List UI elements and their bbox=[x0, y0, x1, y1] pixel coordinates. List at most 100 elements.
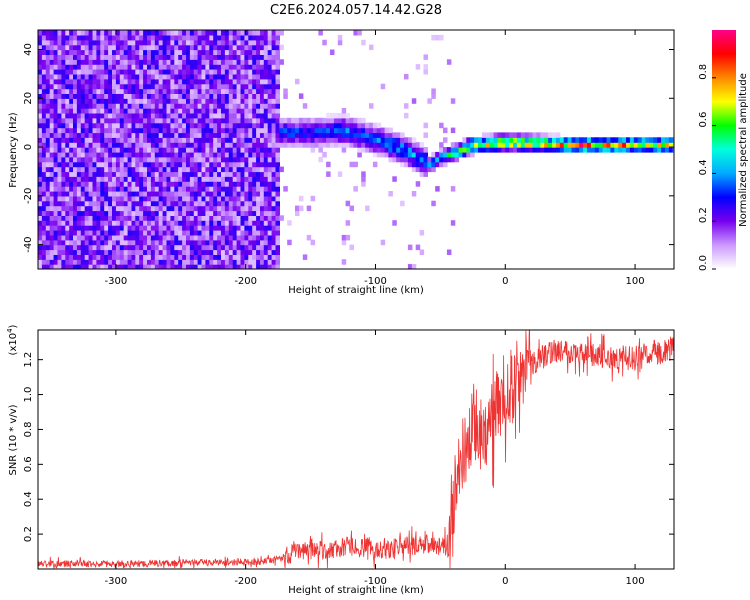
spectrogram-cell bbox=[314, 137, 319, 143]
spectrogram-cell bbox=[563, 142, 569, 148]
spectrogram-cell bbox=[100, 200, 105, 207]
spectrogram-cell bbox=[147, 176, 152, 182]
spectrogram-cell bbox=[182, 205, 187, 212]
spectrogram-cell bbox=[240, 112, 245, 119]
spectrogram-cell bbox=[104, 205, 109, 212]
spectrogram-cell bbox=[38, 239, 43, 246]
spectrogram-cell bbox=[119, 142, 125, 148]
spectrogram-cell bbox=[193, 132, 199, 138]
spectrogram-cell bbox=[322, 117, 327, 124]
spectrogram-cell bbox=[76, 166, 82, 173]
spectrogram-cell bbox=[57, 39, 62, 46]
spectrogram-cell bbox=[260, 34, 265, 41]
spectrogram-cell bbox=[380, 239, 386, 246]
spectrogram-cell bbox=[139, 186, 144, 192]
spectrogram-cell bbox=[205, 34, 210, 41]
spectrogram-cell bbox=[154, 151, 160, 158]
spectrogram-cell bbox=[166, 98, 171, 104]
spectrogram-cell bbox=[205, 147, 210, 153]
spectrogram-cell bbox=[271, 264, 277, 269]
spectrogram-cell bbox=[100, 147, 105, 153]
spectrogram-cell bbox=[45, 93, 51, 99]
spectrogram-cell bbox=[263, 83, 269, 90]
spectrogram-cell bbox=[119, 132, 125, 138]
spectrogram-cell bbox=[263, 112, 269, 119]
spectrogram-cell bbox=[474, 137, 479, 143]
spectrogram-cell bbox=[182, 44, 187, 51]
spectrogram-cell bbox=[53, 108, 59, 114]
spectrogram-cell bbox=[248, 151, 253, 158]
spectrogram-cell bbox=[287, 137, 292, 143]
spectrogram-cell bbox=[76, 161, 82, 168]
spectrogram-cell bbox=[69, 147, 74, 153]
spectrogram-cell bbox=[287, 127, 292, 134]
spectrogram-cell bbox=[147, 49, 152, 55]
spectrogram-cell bbox=[49, 54, 55, 60]
spectrogram-cell bbox=[524, 132, 530, 138]
spectrogram-cell bbox=[45, 103, 51, 109]
spectrogram-cell bbox=[431, 166, 436, 173]
spectrogram-cell bbox=[260, 64, 265, 70]
spectrogram-cell bbox=[88, 176, 94, 182]
spectrogram-cell bbox=[189, 108, 195, 114]
spectrogram-cell bbox=[150, 249, 156, 255]
spectrogram-cell bbox=[217, 205, 222, 212]
spectrogram-cell bbox=[275, 195, 280, 202]
spectrogram-cell bbox=[112, 156, 117, 163]
spectrogram-cell bbox=[182, 171, 187, 177]
spectrogram-cell bbox=[147, 103, 152, 109]
spectrogram-cell bbox=[135, 215, 140, 221]
spectrogram-cell bbox=[73, 88, 78, 94]
spectrogram-cell bbox=[575, 142, 580, 148]
spectrogram-cell bbox=[275, 142, 280, 148]
spectrogram-cell bbox=[182, 108, 187, 114]
spectrogram-cell bbox=[189, 249, 195, 255]
spectrogram-cell bbox=[217, 44, 222, 51]
spectrogram-cell bbox=[158, 210, 164, 216]
spectrogram-cell bbox=[271, 205, 277, 212]
spectrogram-cell bbox=[49, 161, 55, 168]
spectrogram-cell bbox=[104, 191, 109, 197]
spectrogram-cell bbox=[143, 103, 148, 109]
spectrogram-cell bbox=[228, 39, 234, 46]
spectrogram-cell bbox=[170, 195, 175, 202]
spectrogram-cell bbox=[119, 151, 125, 158]
spectrogram-cell bbox=[115, 161, 121, 168]
spectrogram-cell bbox=[263, 151, 269, 158]
spectrogram-cell bbox=[197, 88, 203, 94]
spectrogram-cell bbox=[162, 39, 168, 46]
spectrogram-cell bbox=[53, 69, 59, 75]
spectrogram-cell bbox=[197, 191, 203, 197]
spectrogram-cell bbox=[84, 239, 90, 246]
spectrogram-cell bbox=[252, 98, 257, 104]
spectrogram-cell bbox=[189, 78, 195, 85]
spectrogram-cell bbox=[400, 156, 405, 163]
spectrogram-cell bbox=[96, 200, 101, 207]
spectrogram-cell bbox=[197, 264, 203, 269]
spectrogram-cell bbox=[271, 30, 277, 36]
spectrogram-cell bbox=[162, 220, 168, 226]
spectrogram-cell bbox=[53, 93, 59, 99]
spectrogram-cell bbox=[139, 230, 144, 236]
spectrogram-cell bbox=[236, 244, 242, 251]
spectrogram-cell bbox=[201, 230, 206, 236]
spectrogram-cell bbox=[65, 30, 70, 36]
spectrogram-cell bbox=[532, 142, 537, 148]
spectrogram-cell bbox=[143, 142, 148, 148]
spectrogram-cell bbox=[100, 93, 105, 99]
spectrogram-cell bbox=[263, 147, 269, 153]
spectrogram-cell bbox=[505, 142, 510, 148]
spectrogram-cell bbox=[53, 234, 59, 241]
spectrogram-cell bbox=[267, 225, 273, 231]
spectrogram-cell bbox=[267, 176, 273, 182]
spectrogram-cell bbox=[209, 59, 214, 65]
spectrogram-cell bbox=[38, 44, 43, 51]
spectrogram-cell bbox=[283, 186, 288, 192]
spectrogram-cell bbox=[341, 142, 347, 148]
spectrogram-cell bbox=[57, 108, 62, 114]
spectrogram-cell bbox=[127, 108, 133, 114]
spectrogram-cell bbox=[112, 195, 117, 202]
spectrogram-cell bbox=[193, 181, 199, 187]
spectrogram-cell bbox=[88, 244, 94, 251]
